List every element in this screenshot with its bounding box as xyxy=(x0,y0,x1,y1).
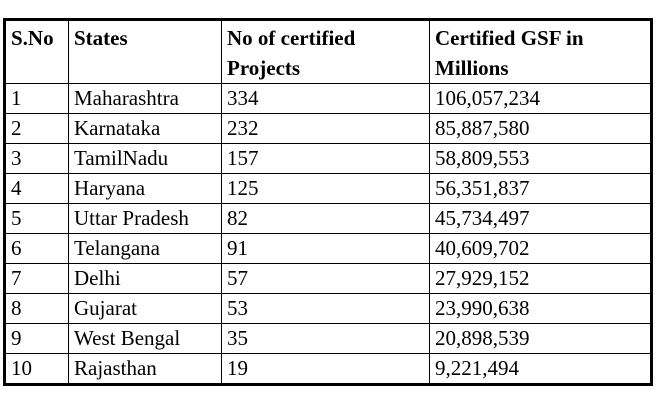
table-container: S.No States No of certified Projects Cer… xyxy=(3,18,653,386)
cell-state: Telangana xyxy=(68,233,222,264)
cell-gsf: 85,887,580 xyxy=(429,113,652,144)
cell-projects: 334 xyxy=(221,83,430,114)
cell-sno: 5 xyxy=(4,203,69,234)
cell-gsf: 58,809,553 xyxy=(429,143,652,174)
cell-state: Delhi xyxy=(68,263,222,294)
cell-projects: 19 xyxy=(221,353,430,385)
table-row: 7 Delhi 57 27,929,152 xyxy=(4,263,652,294)
cell-gsf: 40,609,702 xyxy=(429,233,652,264)
cell-state: Rajasthan xyxy=(68,353,222,385)
cell-projects: 91 xyxy=(221,233,430,264)
table-row: 4 Haryana 125 56,351,837 xyxy=(4,173,652,204)
cell-gsf: 106,057,234 xyxy=(429,83,652,114)
cell-projects: 82 xyxy=(221,203,430,234)
table-row: 9 West Bengal 35 20,898,539 xyxy=(4,323,652,354)
cell-state: West Bengal xyxy=(68,323,222,354)
cell-gsf: 56,351,837 xyxy=(429,173,652,204)
cell-sno: 2 xyxy=(4,113,69,144)
cell-state: Gujarat xyxy=(68,293,222,324)
cell-sno: 3 xyxy=(4,143,69,174)
cell-sno: 6 xyxy=(4,233,69,264)
table-row: 2 Karnataka 232 85,887,580 xyxy=(4,113,652,144)
cell-projects: 157 xyxy=(221,143,430,174)
cell-projects: 232 xyxy=(221,113,430,144)
table-row: 6 Telangana 91 40,609,702 xyxy=(4,233,652,264)
table-row: 10 Rajasthan 19 9,221,494 xyxy=(4,353,652,385)
table-row: 5 Uttar Pradesh 82 45,734,497 xyxy=(4,203,652,234)
cell-state: Uttar Pradesh xyxy=(68,203,222,234)
cell-projects: 53 xyxy=(221,293,430,324)
cell-sno: 1 xyxy=(4,83,69,114)
cell-sno: 8 xyxy=(4,293,69,324)
cell-state: Haryana xyxy=(68,173,222,204)
cell-gsf: 23,990,638 xyxy=(429,293,652,324)
cell-projects: 35 xyxy=(221,323,430,354)
table-row: 3 TamilNadu 157 58,809,553 xyxy=(4,143,652,174)
cell-gsf: 20,898,539 xyxy=(429,323,652,354)
header-gsf: Certified GSF in Millions xyxy=(429,19,652,84)
cell-sno: 7 xyxy=(4,263,69,294)
cell-projects: 125 xyxy=(221,173,430,204)
header-states: States xyxy=(68,19,222,84)
cell-projects: 57 xyxy=(221,263,430,294)
header-sno: S.No xyxy=(4,19,69,84)
header-row: S.No States No of certified Projects Cer… xyxy=(4,19,652,84)
cell-state: Karnataka xyxy=(68,113,222,144)
cell-gsf: 45,734,497 xyxy=(429,203,652,234)
certified-projects-table: S.No States No of certified Projects Cer… xyxy=(3,18,653,386)
cell-state: Maharashtra xyxy=(68,83,222,114)
cell-sno: 4 xyxy=(4,173,69,204)
cell-gsf: 9,221,494 xyxy=(429,353,652,385)
cell-sno: 9 xyxy=(4,323,69,354)
cell-sno: 10 xyxy=(4,353,69,385)
header-projects: No of certified Projects xyxy=(221,19,430,84)
cell-state: TamilNadu xyxy=(68,143,222,174)
table-row: 1 Maharashtra 334 106,057,234 xyxy=(4,83,652,114)
table-row: 8 Gujarat 53 23,990,638 xyxy=(4,293,652,324)
cell-gsf: 27,929,152 xyxy=(429,263,652,294)
